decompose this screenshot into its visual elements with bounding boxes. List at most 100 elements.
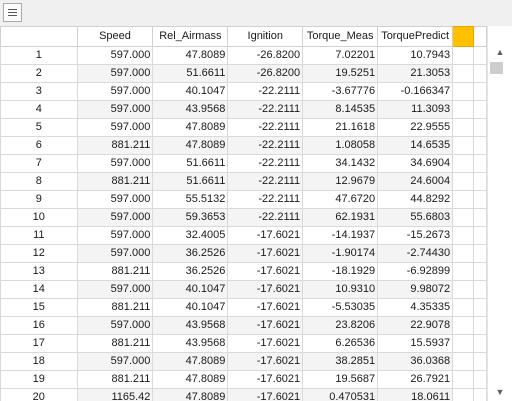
- table-cell[interactable]: 7.02201: [302, 46, 379, 65]
- table-cell[interactable]: 59.3653: [152, 208, 229, 227]
- empty-cell[interactable]: [473, 100, 487, 119]
- empty-cell[interactable]: [452, 298, 475, 317]
- row-number-cell[interactable]: 3: [0, 82, 78, 101]
- empty-cell[interactable]: [473, 226, 487, 245]
- table-cell[interactable]: 597.000: [76, 118, 154, 137]
- table-cell[interactable]: -22.2111: [227, 190, 304, 209]
- table-cell[interactable]: 881.211: [76, 298, 154, 317]
- table-cell[interactable]: 597.000: [76, 316, 154, 335]
- table-row[interactable]: 12 597.000 36.2526 -17.6021 -1.90174 -2.74430: [0, 244, 487, 263]
- row-number-cell[interactable]: 8: [0, 172, 78, 191]
- table-cell[interactable]: 34.1432: [302, 154, 379, 173]
- table-cell[interactable]: 12.9679: [302, 172, 379, 191]
- row-number-cell[interactable]: 20: [0, 388, 78, 401]
- table-cell[interactable]: 62.1931: [302, 208, 379, 227]
- table-cell[interactable]: -17.6021: [227, 334, 304, 353]
- empty-cell[interactable]: [452, 226, 475, 245]
- table-cell[interactable]: 8.14535: [302, 100, 379, 119]
- table-cell[interactable]: -17.6021: [227, 226, 304, 245]
- table-cell[interactable]: -3.67776: [302, 82, 379, 101]
- empty-cell[interactable]: [452, 154, 475, 173]
- table-row[interactable]: 20 1165.42 47.8089 -17.6021 0.470531 18.0611: [0, 388, 487, 401]
- table-cell[interactable]: 44.8292: [377, 190, 454, 209]
- empty-cell[interactable]: [452, 46, 475, 65]
- column-header-rel-airmass[interactable]: Rel_Airmass: [152, 26, 229, 47]
- table-cell[interactable]: 597.000: [76, 208, 154, 227]
- empty-cell[interactable]: [452, 262, 475, 281]
- vertical-scrollbar[interactable]: ▲ ▼: [487, 26, 512, 401]
- table-cell[interactable]: -22.2111: [227, 208, 304, 227]
- table-row[interactable]: 5 597.000 47.8089 -22.2111 21.1618 22.9555: [0, 118, 487, 137]
- row-number-cell[interactable]: 4: [0, 100, 78, 119]
- column-header-torque-meas[interactable]: Torque_Meas: [302, 26, 379, 47]
- row-number-cell[interactable]: 15: [0, 298, 78, 317]
- empty-cell[interactable]: [452, 118, 475, 137]
- empty-cell[interactable]: [452, 280, 475, 299]
- table-cell[interactable]: -26.8200: [227, 64, 304, 83]
- table-cell[interactable]: 21.1618: [302, 118, 379, 137]
- table-cell[interactable]: 597.000: [76, 244, 154, 263]
- corner-cell[interactable]: [0, 26, 78, 47]
- column-header-torque-predict[interactable]: TorquePredict: [377, 26, 454, 47]
- empty-cell[interactable]: [452, 82, 475, 101]
- table-row[interactable]: 11 597.000 32.4005 -17.6021 -14.1937 -15.2673: [0, 226, 487, 245]
- table-row[interactable]: 7 597.000 51.6611 -22.2111 34.1432 34.6904: [0, 154, 487, 173]
- row-number-cell[interactable]: 1: [0, 46, 78, 65]
- table-cell[interactable]: 47.8089: [152, 46, 229, 65]
- table-cell[interactable]: 1.08058: [302, 136, 379, 155]
- table-cell[interactable]: -5.53035: [302, 298, 379, 317]
- scroll-down-icon[interactable]: ▼: [495, 387, 505, 397]
- table-row[interactable]: 8 881.211 51.6611 -22.2111 12.9679 24.6004: [0, 172, 487, 191]
- table-cell[interactable]: 47.8089: [152, 388, 229, 401]
- empty-cell[interactable]: [473, 244, 487, 263]
- table-cell[interactable]: 34.6904: [377, 154, 454, 173]
- table-cell[interactable]: 36.2526: [152, 244, 229, 263]
- table-cell[interactable]: 881.211: [76, 370, 154, 389]
- table-cell[interactable]: 47.8089: [152, 118, 229, 137]
- scroll-thumb[interactable]: [490, 62, 503, 74]
- empty-cell[interactable]: [473, 334, 487, 353]
- row-number-cell[interactable]: 6: [0, 136, 78, 155]
- empty-cell[interactable]: [452, 190, 475, 209]
- empty-cell[interactable]: [473, 172, 487, 191]
- table-cell[interactable]: 22.9078: [377, 316, 454, 335]
- row-number-cell[interactable]: 9: [0, 190, 78, 209]
- table-cell[interactable]: 47.8089: [152, 136, 229, 155]
- empty-cell[interactable]: [452, 316, 475, 335]
- table-cell[interactable]: 4.35335: [377, 298, 454, 317]
- empty-cell[interactable]: [473, 298, 487, 317]
- table-cell[interactable]: -18.1929: [302, 262, 379, 281]
- table-cell[interactable]: 881.211: [76, 136, 154, 155]
- table-cell[interactable]: -22.2111: [227, 136, 304, 155]
- hamburger-menu-icon[interactable]: [3, 3, 22, 22]
- table-cell[interactable]: 18.0611: [377, 388, 454, 401]
- row-number-cell[interactable]: 7: [0, 154, 78, 173]
- table-row[interactable]: 4 597.000 43.9568 -22.2111 8.14535 11.3093: [0, 100, 487, 119]
- table-cell[interactable]: -6.92899: [377, 262, 454, 281]
- row-number-cell[interactable]: 13: [0, 262, 78, 281]
- table-row[interactable]: 13 881.211 36.2526 -17.6021 -18.1929 -6.92899: [0, 262, 487, 281]
- empty-cell[interactable]: [452, 64, 475, 83]
- table-row[interactable]: 10 597.000 59.3653 -22.2111 62.1931 55.6803: [0, 208, 487, 227]
- empty-cell[interactable]: [452, 370, 475, 389]
- table-cell[interactable]: 36.0368: [377, 352, 454, 371]
- table-cell[interactable]: 597.000: [76, 46, 154, 65]
- empty-cell[interactable]: [473, 190, 487, 209]
- table-cell[interactable]: 597.000: [76, 82, 154, 101]
- empty-cell[interactable]: [452, 388, 475, 401]
- table-cell[interactable]: 881.211: [76, 172, 154, 191]
- empty-cell[interactable]: [473, 64, 487, 83]
- table-cell[interactable]: -15.2673: [377, 226, 454, 245]
- table-cell[interactable]: 881.211: [76, 334, 154, 353]
- empty-cell[interactable]: [473, 352, 487, 371]
- table-cell[interactable]: 21.3053: [377, 64, 454, 83]
- empty-cell[interactable]: [473, 118, 487, 137]
- row-number-cell[interactable]: 19: [0, 370, 78, 389]
- table-cell[interactable]: 40.1047: [152, 280, 229, 299]
- empty-cell[interactable]: [473, 208, 487, 227]
- table-cell[interactable]: 19.5687: [302, 370, 379, 389]
- table-cell[interactable]: 47.8089: [152, 370, 229, 389]
- table-cell[interactable]: 19.5251: [302, 64, 379, 83]
- empty-cell[interactable]: [452, 352, 475, 371]
- table-cell[interactable]: 47.6720: [302, 190, 379, 209]
